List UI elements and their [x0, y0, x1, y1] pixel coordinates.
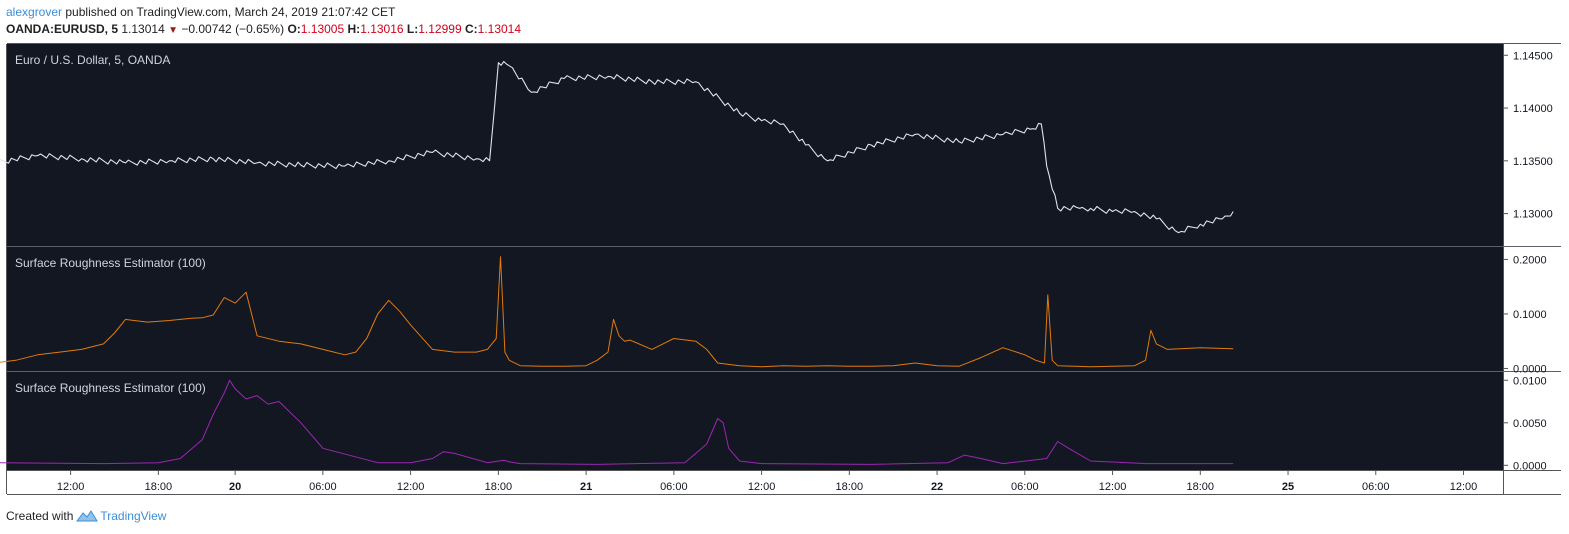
tradingview-logo-icon	[76, 510, 99, 522]
x-tick-label: 22	[931, 481, 943, 493]
x-tick-label: 21	[580, 481, 592, 493]
y-tick-label: 0.0000	[1513, 363, 1547, 375]
x-tick-label: 06:00	[1011, 481, 1039, 493]
x-tick-label: 25	[1282, 481, 1294, 493]
author-link[interactable]: alexgrover	[6, 5, 63, 19]
open-label: O:	[287, 22, 301, 36]
pane-title: Surface Roughness Estimator (100)	[15, 256, 206, 270]
low-label: L:	[406, 22, 419, 36]
published-text: published on TradingView.com, March 24, …	[65, 5, 396, 19]
y-tick-label: 1.13000	[1513, 209, 1553, 221]
x-tick-label: 12:00	[57, 481, 85, 493]
tradingview-brand: TradingView	[100, 509, 167, 523]
x-tick-label: 06:00	[1362, 481, 1390, 493]
pane-title: Euro / U.S. Dollar, 5, OANDA	[15, 53, 170, 67]
x-tick-label: 06:00	[309, 481, 337, 493]
series-line	[0, 60, 1234, 234]
series-line	[0, 256, 1234, 368]
x-tick-label: 12:00	[397, 481, 425, 493]
x-tick-label: 12:00	[1450, 481, 1478, 493]
y-tick-label: 0.0100	[1513, 375, 1547, 387]
x-tick-label: 06:00	[660, 481, 688, 493]
y-tick-label: 0.0050	[1513, 418, 1547, 430]
time-axis: 12:00 18:00 20 06:00 12:00 18:00 21 06:00 12:00 1…	[57, 470, 1477, 493]
tradingview-link[interactable]: TradingView	[76, 509, 166, 523]
y-tick-label: 0.2000	[1513, 254, 1547, 266]
high-value: 1.13016	[360, 22, 404, 36]
pane-title: Surface Roughness Estimator (100)	[15, 381, 206, 395]
symbol-name: OANDA:EURUSD, 5	[6, 22, 119, 36]
x-tick-label: 18:00	[1187, 481, 1215, 493]
x-tick-label: 18:00	[836, 481, 864, 493]
price-change: −0.00742 (−0.65%)	[181, 22, 285, 36]
close-value: 1.13014	[477, 22, 522, 36]
pane-2: Surface Roughness Estimator (100) 0.2000 0…	[0, 254, 1547, 375]
pane-3: Surface Roughness Estimator (100) 0.0100 0…	[0, 375, 1547, 472]
x-tick-label: 18:00	[485, 481, 513, 493]
x-tick-label: 20	[229, 481, 241, 493]
y-tick-label: 0.1000	[1513, 309, 1547, 321]
publish-info: alexgrover published on TradingView.com,…	[6, 5, 395, 19]
plot-background	[7, 44, 1503, 470]
high-label: H:	[347, 22, 361, 36]
y-tick-label: 1.14500	[1513, 50, 1553, 62]
symbol-info: OANDA:EURUSD, 5 1.13014 ▼ −0.00742 (−0.6…	[6, 22, 521, 36]
last-price: 1.13014	[121, 22, 165, 36]
footer: Created with TradingView	[6, 509, 166, 523]
x-tick-label: 12:00	[748, 481, 776, 493]
series-line	[0, 379, 1234, 465]
close-label: C:	[464, 22, 478, 36]
open-value: 1.13005	[300, 22, 345, 36]
y-tick-label: 1.13500	[1513, 156, 1553, 168]
y-tick-label: 1.14000	[1513, 103, 1553, 115]
low-value: 1.12999	[418, 22, 462, 36]
y-tick-label: 0.0000	[1513, 460, 1547, 472]
x-tick-label: 12:00	[1099, 481, 1127, 493]
down-arrow-icon: ▼	[168, 25, 178, 36]
x-tick-label: 18:00	[145, 481, 173, 493]
created-with-text: Created with	[6, 509, 74, 523]
pane-1: Euro / U.S. Dollar, 5, OANDA 1.14500 1.140…	[0, 50, 1553, 234]
